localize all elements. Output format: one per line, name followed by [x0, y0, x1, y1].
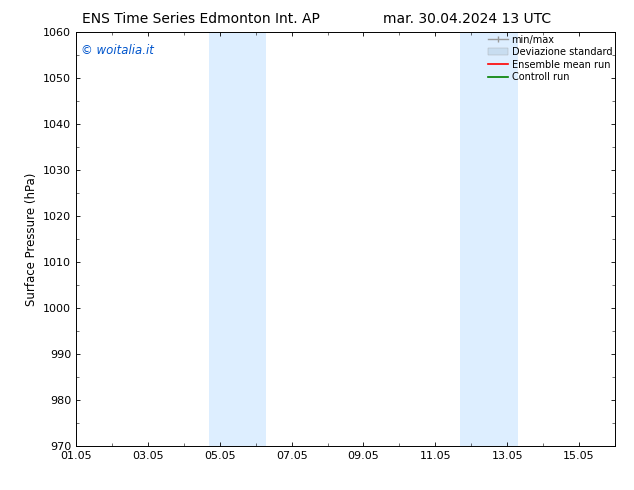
- Legend: min/max, Deviazione standard, Ensemble mean run, Controll run: min/max, Deviazione standard, Ensemble m…: [488, 35, 612, 82]
- Y-axis label: Surface Pressure (hPa): Surface Pressure (hPa): [25, 172, 37, 306]
- Bar: [209, 32, 266, 446]
- Bar: [460, 32, 518, 446]
- Text: mar. 30.04.2024 13 UTC: mar. 30.04.2024 13 UTC: [384, 12, 552, 26]
- Text: ENS Time Series Edmonton Int. AP: ENS Time Series Edmonton Int. AP: [82, 12, 320, 26]
- Text: © woitalia.it: © woitalia.it: [81, 44, 154, 57]
